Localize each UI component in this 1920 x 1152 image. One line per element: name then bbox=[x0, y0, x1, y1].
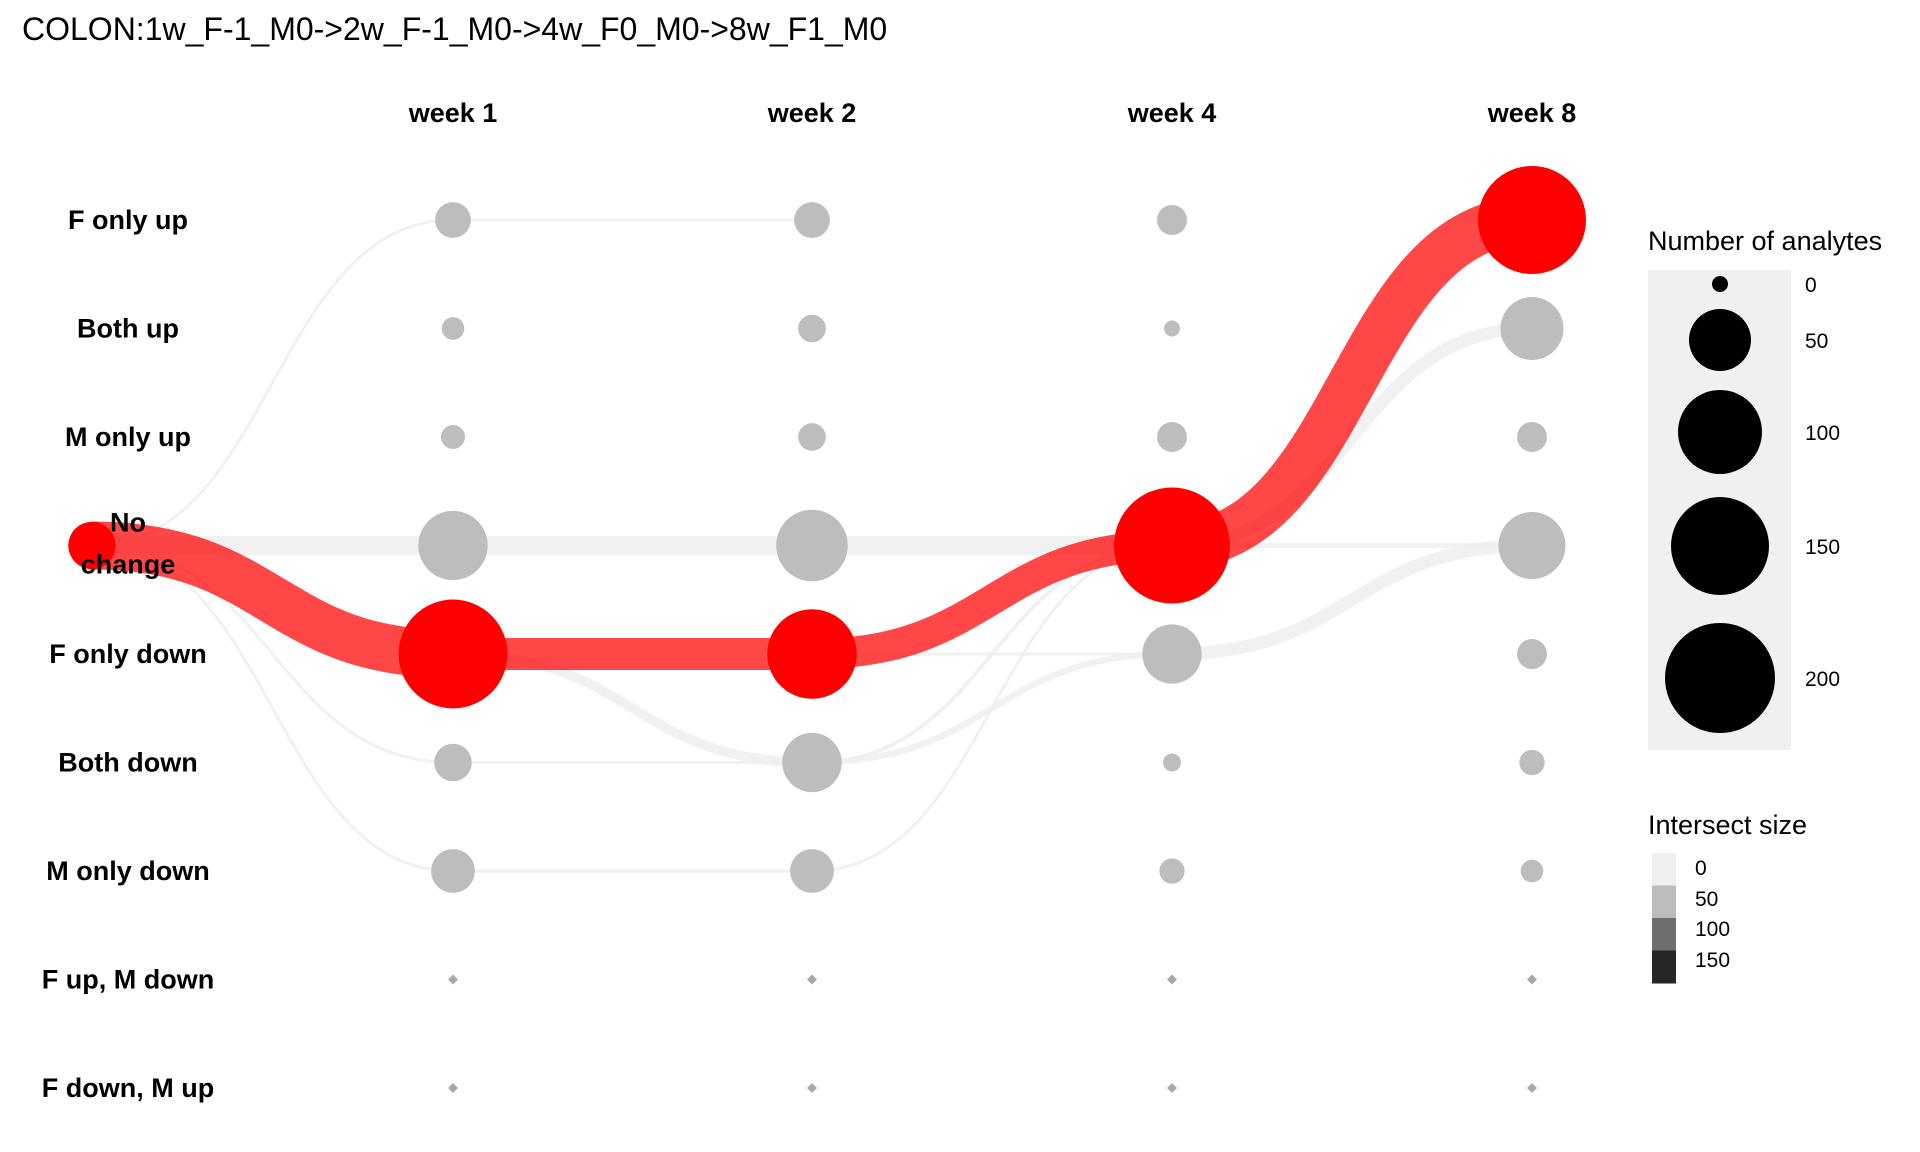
legend-intersect-title: Intersect size bbox=[1648, 810, 1807, 840]
column-label-week-4: week 4 bbox=[1127, 98, 1217, 128]
nodes-layer bbox=[68, 166, 1586, 1093]
legend-size-label-100: 100 bbox=[1805, 422, 1840, 445]
node-no-change-week-2 bbox=[776, 509, 848, 582]
node-both-up-week-2 bbox=[798, 314, 826, 343]
row-labels: F only up Both up M only up No change F only … bbox=[42, 205, 214, 1103]
node-f-down-m-up-week-8 bbox=[1527, 1083, 1537, 1093]
node-m-only-up-week-8 bbox=[1517, 422, 1547, 452]
row-label-line-1: change bbox=[81, 550, 176, 580]
flow-2-3-to-3-0 bbox=[1170, 196, 1534, 570]
node-m-only-down-week-2 bbox=[790, 849, 834, 893]
legend-intersect-label-0: 0 bbox=[1695, 857, 1707, 880]
node-f-only-down-week-2 bbox=[767, 609, 857, 699]
node-m-only-down-week-1 bbox=[431, 849, 475, 893]
legend-intersect-label-100: 100 bbox=[1695, 918, 1730, 941]
row-label-no-change: No change bbox=[81, 508, 176, 580]
flows-layer bbox=[91, 196, 1534, 873]
node-f-only-up-week-1 bbox=[435, 202, 471, 238]
legend-intersect-label-150: 150 bbox=[1695, 949, 1730, 972]
node-f-up-m-down-week-4 bbox=[1167, 974, 1177, 985]
legend-size-dot-200 bbox=[1665, 623, 1775, 733]
legend-size-label-200: 200 bbox=[1805, 668, 1840, 691]
node-f-only-down-week-1 bbox=[398, 599, 508, 709]
legend-size-label-150: 150 bbox=[1805, 536, 1840, 559]
node-f-up-m-down-week-1 bbox=[448, 974, 458, 985]
legend-size-dot-150 bbox=[1671, 497, 1769, 595]
row-label-f-up-m-down: F up, M down bbox=[42, 965, 214, 995]
column-label-week-2: week 2 bbox=[767, 98, 857, 128]
node-both-up-week-4 bbox=[1163, 320, 1181, 337]
legend-size-label-50: 50 bbox=[1805, 330, 1828, 353]
legend-intersect-size: Intersect size 0 50 100 150 bbox=[1648, 810, 1807, 984]
node-both-down-week-4 bbox=[1163, 753, 1181, 772]
flow-2-4-to-3-3 bbox=[1171, 539, 1533, 661]
node-f-down-m-up-week-2 bbox=[807, 1083, 817, 1093]
flow--1-3-to-0-4 bbox=[91, 521, 454, 678]
node-m-only-down-week-8 bbox=[1520, 859, 1544, 883]
node-both-up-week-8 bbox=[1500, 296, 1564, 361]
column-labels: week 1 week 2 week 4 week 8 bbox=[408, 98, 1577, 128]
row-label-f-down-m-up: F down, M up bbox=[42, 1073, 214, 1103]
row-label-f-only-down: F only down bbox=[49, 639, 206, 669]
node-f-only-down-week-4 bbox=[1142, 624, 1202, 684]
row-label-both-up: Both up bbox=[77, 314, 179, 344]
row-label-both-down: Both down bbox=[58, 748, 197, 778]
legend-size-dot-0 bbox=[1712, 276, 1728, 292]
flow-0-4-to-1-5 bbox=[452, 649, 813, 768]
legend-number-of-analytes: Number of analytes 0 50 100 150 200 bbox=[1648, 226, 1882, 750]
legend-intersect-label-50: 50 bbox=[1695, 888, 1718, 911]
row-label-m-only-down: M only down bbox=[46, 856, 209, 886]
start-node bbox=[68, 521, 116, 570]
node-f-only-down-week-8 bbox=[1517, 639, 1547, 669]
legend-intersect-swatch-150 bbox=[1652, 950, 1676, 984]
node-m-only-up-week-4 bbox=[1157, 422, 1187, 452]
legend-size-dot-100 bbox=[1678, 390, 1762, 474]
legend-intersect-swatch-50 bbox=[1652, 885, 1676, 919]
flow-1-4-to-2-3 bbox=[811, 530, 1173, 670]
chart-title: COLON:1w_F-1_M0->2w_F-1_M0->4w_F0_M0->8w… bbox=[22, 11, 887, 47]
node-m-only-up-week-2 bbox=[798, 423, 826, 451]
node-f-down-m-up-week-4 bbox=[1167, 1083, 1177, 1093]
node-f-only-up-week-8 bbox=[1478, 166, 1586, 274]
node-both-up-week-1 bbox=[441, 317, 465, 340]
legend-size-dot-50 bbox=[1689, 309, 1751, 371]
node-f-up-m-down-week-2 bbox=[807, 974, 817, 985]
node-both-down-week-1 bbox=[434, 743, 472, 782]
column-label-week-1: week 1 bbox=[408, 98, 498, 128]
row-label-m-only-up: M only up bbox=[65, 422, 191, 452]
flow--1-3-to-0-0 bbox=[91, 218, 454, 547]
node-f-down-m-up-week-1 bbox=[448, 1083, 458, 1093]
node-m-only-up-week-1 bbox=[440, 424, 466, 450]
node-m-only-down-week-4 bbox=[1159, 858, 1185, 884]
node-no-change-week-4 bbox=[1114, 487, 1230, 604]
node-f-only-up-week-2 bbox=[794, 202, 830, 238]
node-f-only-up-week-4 bbox=[1157, 205, 1187, 235]
legend-intersect-swatch-100 bbox=[1652, 918, 1676, 951]
row-label-line-0: No bbox=[110, 508, 146, 538]
node-both-down-week-8 bbox=[1519, 749, 1545, 776]
legend-intersect-swatch-0 bbox=[1652, 853, 1676, 886]
node-no-change-week-1 bbox=[418, 510, 488, 581]
legend-size-label-0: 0 bbox=[1805, 274, 1817, 297]
node-both-down-week-2 bbox=[782, 732, 842, 793]
row-label-f-only-up: F only up bbox=[68, 205, 188, 235]
node-f-up-m-down-week-8 bbox=[1527, 974, 1537, 985]
column-label-week-8: week 8 bbox=[1487, 98, 1577, 128]
node-no-change-week-8 bbox=[1498, 512, 1566, 579]
legend-size-title: Number of analytes bbox=[1648, 226, 1882, 256]
